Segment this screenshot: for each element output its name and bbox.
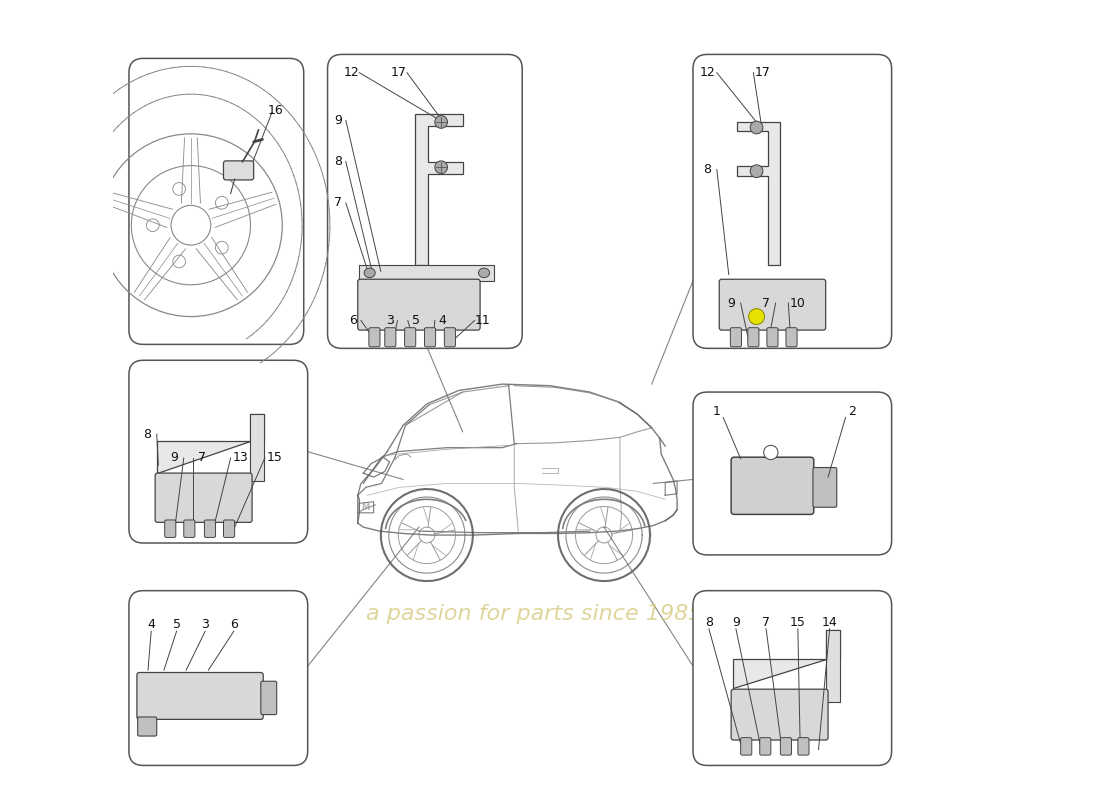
FancyBboxPatch shape <box>798 738 808 755</box>
Text: 5: 5 <box>173 618 180 631</box>
FancyBboxPatch shape <box>785 328 798 346</box>
Text: 9: 9 <box>727 297 735 310</box>
FancyBboxPatch shape <box>693 54 892 348</box>
Polygon shape <box>360 265 494 281</box>
FancyBboxPatch shape <box>732 689 828 740</box>
FancyBboxPatch shape <box>693 392 892 555</box>
Text: M: M <box>362 502 370 512</box>
Text: 9: 9 <box>170 451 178 465</box>
FancyBboxPatch shape <box>425 328 436 346</box>
FancyBboxPatch shape <box>730 328 741 346</box>
Text: a passion for parts since 1985: a passion for parts since 1985 <box>366 605 702 625</box>
FancyBboxPatch shape <box>368 328 379 346</box>
Circle shape <box>750 165 763 178</box>
Text: 1: 1 <box>713 406 721 418</box>
Polygon shape <box>737 122 780 265</box>
Polygon shape <box>251 414 264 481</box>
Text: 4: 4 <box>439 314 447 327</box>
Circle shape <box>763 446 778 459</box>
FancyBboxPatch shape <box>129 360 308 543</box>
FancyBboxPatch shape <box>223 520 234 538</box>
Polygon shape <box>826 630 840 702</box>
FancyBboxPatch shape <box>740 738 751 755</box>
Text: 17: 17 <box>755 66 771 79</box>
Text: 8: 8 <box>703 163 712 176</box>
FancyBboxPatch shape <box>748 328 759 346</box>
Text: 1985: 1985 <box>803 276 854 294</box>
FancyBboxPatch shape <box>155 473 252 522</box>
FancyBboxPatch shape <box>358 279 480 330</box>
Text: 7: 7 <box>198 451 206 465</box>
Ellipse shape <box>478 268 490 278</box>
Text: 9: 9 <box>334 114 342 127</box>
FancyBboxPatch shape <box>732 457 814 514</box>
Text: 3: 3 <box>386 314 394 327</box>
FancyBboxPatch shape <box>693 590 892 766</box>
FancyBboxPatch shape <box>138 717 156 736</box>
Text: 7: 7 <box>762 297 770 310</box>
Circle shape <box>750 121 763 134</box>
FancyBboxPatch shape <box>719 279 826 330</box>
Text: 14: 14 <box>822 616 837 629</box>
FancyBboxPatch shape <box>405 328 416 346</box>
Text: 13: 13 <box>232 451 248 465</box>
FancyBboxPatch shape <box>385 328 396 346</box>
FancyBboxPatch shape <box>165 520 176 538</box>
Circle shape <box>434 161 448 174</box>
FancyBboxPatch shape <box>129 58 304 344</box>
Text: 8: 8 <box>143 428 151 441</box>
Text: GUParts: GUParts <box>735 242 873 271</box>
FancyBboxPatch shape <box>205 520 216 538</box>
Text: 11: 11 <box>474 314 491 327</box>
Text: 12: 12 <box>700 66 715 79</box>
Text: 8: 8 <box>334 155 342 168</box>
FancyBboxPatch shape <box>813 467 837 507</box>
Text: 7: 7 <box>334 197 342 210</box>
FancyBboxPatch shape <box>136 673 263 719</box>
FancyBboxPatch shape <box>780 738 792 755</box>
Polygon shape <box>733 630 840 688</box>
Text: 6: 6 <box>349 314 356 327</box>
Text: 9: 9 <box>732 616 740 629</box>
Text: 4: 4 <box>147 618 155 631</box>
Text: 7: 7 <box>762 616 770 629</box>
Circle shape <box>749 309 764 325</box>
Text: 8: 8 <box>705 616 713 629</box>
Text: 16: 16 <box>268 103 284 117</box>
Polygon shape <box>157 414 264 473</box>
Text: 10: 10 <box>790 297 806 310</box>
Text: 5: 5 <box>411 314 420 327</box>
Ellipse shape <box>364 268 375 278</box>
Text: 12: 12 <box>343 66 360 79</box>
Circle shape <box>434 115 448 128</box>
FancyBboxPatch shape <box>129 590 308 766</box>
FancyBboxPatch shape <box>328 54 522 348</box>
FancyBboxPatch shape <box>261 682 277 714</box>
FancyBboxPatch shape <box>767 328 778 346</box>
Text: 15: 15 <box>266 451 283 465</box>
Text: 3: 3 <box>201 618 209 631</box>
Text: 17: 17 <box>392 66 407 79</box>
FancyBboxPatch shape <box>184 520 195 538</box>
Polygon shape <box>415 114 463 265</box>
Text: 2: 2 <box>848 406 856 418</box>
Text: 15: 15 <box>790 616 806 629</box>
FancyBboxPatch shape <box>223 161 254 180</box>
FancyBboxPatch shape <box>760 738 771 755</box>
FancyBboxPatch shape <box>444 328 455 346</box>
Text: 6: 6 <box>230 618 238 631</box>
